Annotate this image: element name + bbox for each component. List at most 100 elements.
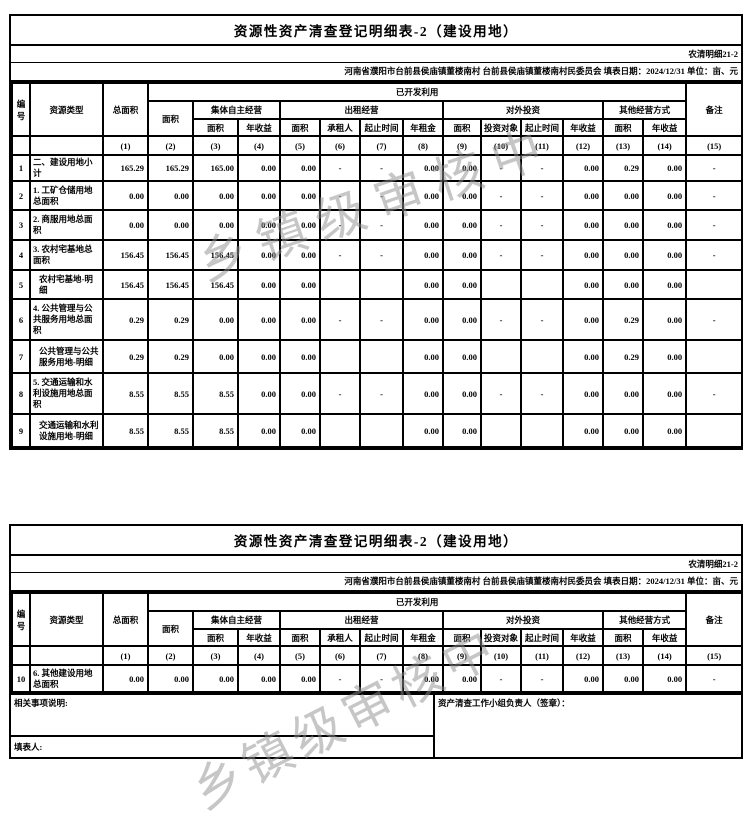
value-cell: - (685, 372, 744, 415)
value-cell: 8.55 (102, 372, 149, 415)
value-cell: - (359, 239, 404, 271)
table-row: 4 3. 农村宅基地总面积 156.45 156.45 156.45 0.00 0.00- -… (11, 239, 744, 271)
value-cell: 0.29 (102, 339, 149, 374)
col-num: (13) (602, 135, 644, 156)
value-cell: 0.00 (237, 180, 281, 211)
resource-type-cell: 农村宅基地-明细 (29, 269, 104, 300)
value-cell: 0.00 (402, 339, 444, 374)
col-num: (10) (480, 645, 522, 666)
value-cell: 0.00 (279, 180, 321, 211)
value-cell: 0.00 (147, 180, 194, 211)
value-cell: 8.55 (192, 372, 239, 415)
col-num: (9) (442, 645, 482, 666)
value-cell: 0.00 (442, 298, 482, 341)
value-cell: 0.00 (442, 209, 482, 241)
value-cell: 0.00 (641, 269, 688, 300)
value-cell: 0.00 (641, 209, 688, 241)
col-header-lease-group: 出租经营 (279, 100, 444, 120)
value-cell: 0.29 (602, 298, 644, 341)
value-cell: 0.00 (147, 209, 194, 241)
value-cell: - (480, 298, 522, 341)
value-cell: 0.00 (641, 413, 688, 448)
col-num: (10) (480, 135, 522, 156)
value-cell: - (319, 209, 361, 241)
preparer-label: 填表人: (11, 737, 435, 757)
col-header-annual-income: 年收益 (641, 628, 688, 647)
value-cell (685, 339, 744, 374)
value-cell: 0.00 (562, 372, 604, 415)
value-cell: - (359, 180, 404, 211)
value-cell: - (520, 298, 564, 341)
value-cell (480, 413, 522, 448)
value-cell: - (685, 298, 744, 341)
table-row: 1 二、建设用地小计 165.29 165.29 165.00 0.00 0.00- -0.0… (11, 154, 744, 182)
row-number-cell: 8 (11, 372, 31, 415)
value-cell: 0.00 (442, 664, 482, 693)
value-cell (359, 413, 404, 448)
value-cell: 0.00 (402, 664, 444, 693)
value-cell (359, 339, 404, 374)
col-num: (8) (402, 645, 444, 666)
value-cell: 0.00 (279, 664, 321, 693)
value-cell (520, 269, 564, 300)
value-cell: 0.00 (279, 239, 321, 271)
register-table: 编号 资源类型 总面积 已开发利用 备注 面积 集体自主经营 出租经营 对外投资… (11, 82, 744, 448)
value-cell (685, 269, 744, 300)
resource-type-cell: 5. 交通运输和水利设施用地总面积 (29, 372, 104, 415)
value-cell: - (480, 239, 522, 271)
col-header-developed: 已开发利用 (146, 82, 688, 102)
col-num: (15) (685, 135, 744, 156)
value-cell: 0.00 (279, 413, 321, 448)
leader-signature-label: 资产清查工作小组负责人（签章）： (438, 698, 570, 708)
value-cell: 0.00 (562, 339, 604, 374)
value-cell: 0.00 (602, 413, 644, 448)
value-cell: 0.00 (562, 413, 604, 448)
col-header-area: 面积 (147, 100, 194, 137)
col-header-resource-type: 资源类型 (29, 592, 104, 647)
row-number-cell: 10 (11, 664, 31, 693)
col-header-period: 起止时间 (520, 118, 564, 137)
value-cell (319, 413, 361, 448)
col-num: (14) (641, 135, 688, 156)
value-cell: - (319, 180, 361, 211)
value-cell: - (480, 372, 522, 415)
value-cell: 0.00 (237, 664, 281, 693)
value-cell: - (685, 239, 744, 271)
form-code: 农清明细21-2 (11, 556, 741, 573)
form-footer: 相关事项说明: 填表人: 资产清查工作小组负责人（签章）： (11, 693, 741, 757)
value-cell: - (319, 239, 361, 271)
col-num: (3) (192, 645, 239, 666)
value-cell: 0.00 (442, 154, 482, 182)
value-cell: - (480, 154, 522, 182)
value-cell: - (359, 154, 404, 182)
value-cell: 0.00 (192, 339, 239, 374)
row-number-cell: 2 (11, 180, 31, 211)
col-header-annual-rent: 年租金 (402, 118, 444, 137)
notes-label: 相关事项说明: (11, 695, 435, 737)
resource-type-cell: 公共管理与公共服务用地-明细 (29, 339, 104, 374)
col-num: (8) (402, 135, 444, 156)
col-num: (12) (562, 135, 604, 156)
table-row: 7 公共管理与公共服务用地-明细 0.29 0.29 0.00 0.00 0.00 0.00 0… (11, 339, 744, 374)
value-cell: 0.00 (442, 269, 482, 300)
col-header-total-area: 总面积 (102, 82, 149, 137)
col-header-area: 面积 (279, 118, 321, 137)
value-cell: 0.29 (602, 154, 644, 182)
value-cell: 156.45 (192, 239, 239, 271)
col-header-lessee: 承租人 (319, 118, 361, 137)
col-header-no: 编号 (11, 82, 31, 137)
col-num: (15) (685, 645, 744, 666)
value-cell: 0.00 (442, 339, 482, 374)
col-num: (9) (442, 135, 482, 156)
value-cell: 0.00 (602, 180, 644, 211)
value-cell: - (520, 664, 564, 693)
value-cell: 0.00 (402, 239, 444, 271)
col-num: (13) (602, 645, 644, 666)
value-cell: 0.00 (102, 209, 149, 241)
col-header-annual-income: 年收益 (237, 118, 281, 137)
col-header-developed: 已开发利用 (146, 592, 688, 612)
col-header-remarks: 备注 (685, 592, 744, 647)
value-cell: 0.29 (602, 339, 644, 374)
value-cell: 165.00 (192, 154, 239, 182)
col-header-area: 面积 (602, 628, 644, 647)
